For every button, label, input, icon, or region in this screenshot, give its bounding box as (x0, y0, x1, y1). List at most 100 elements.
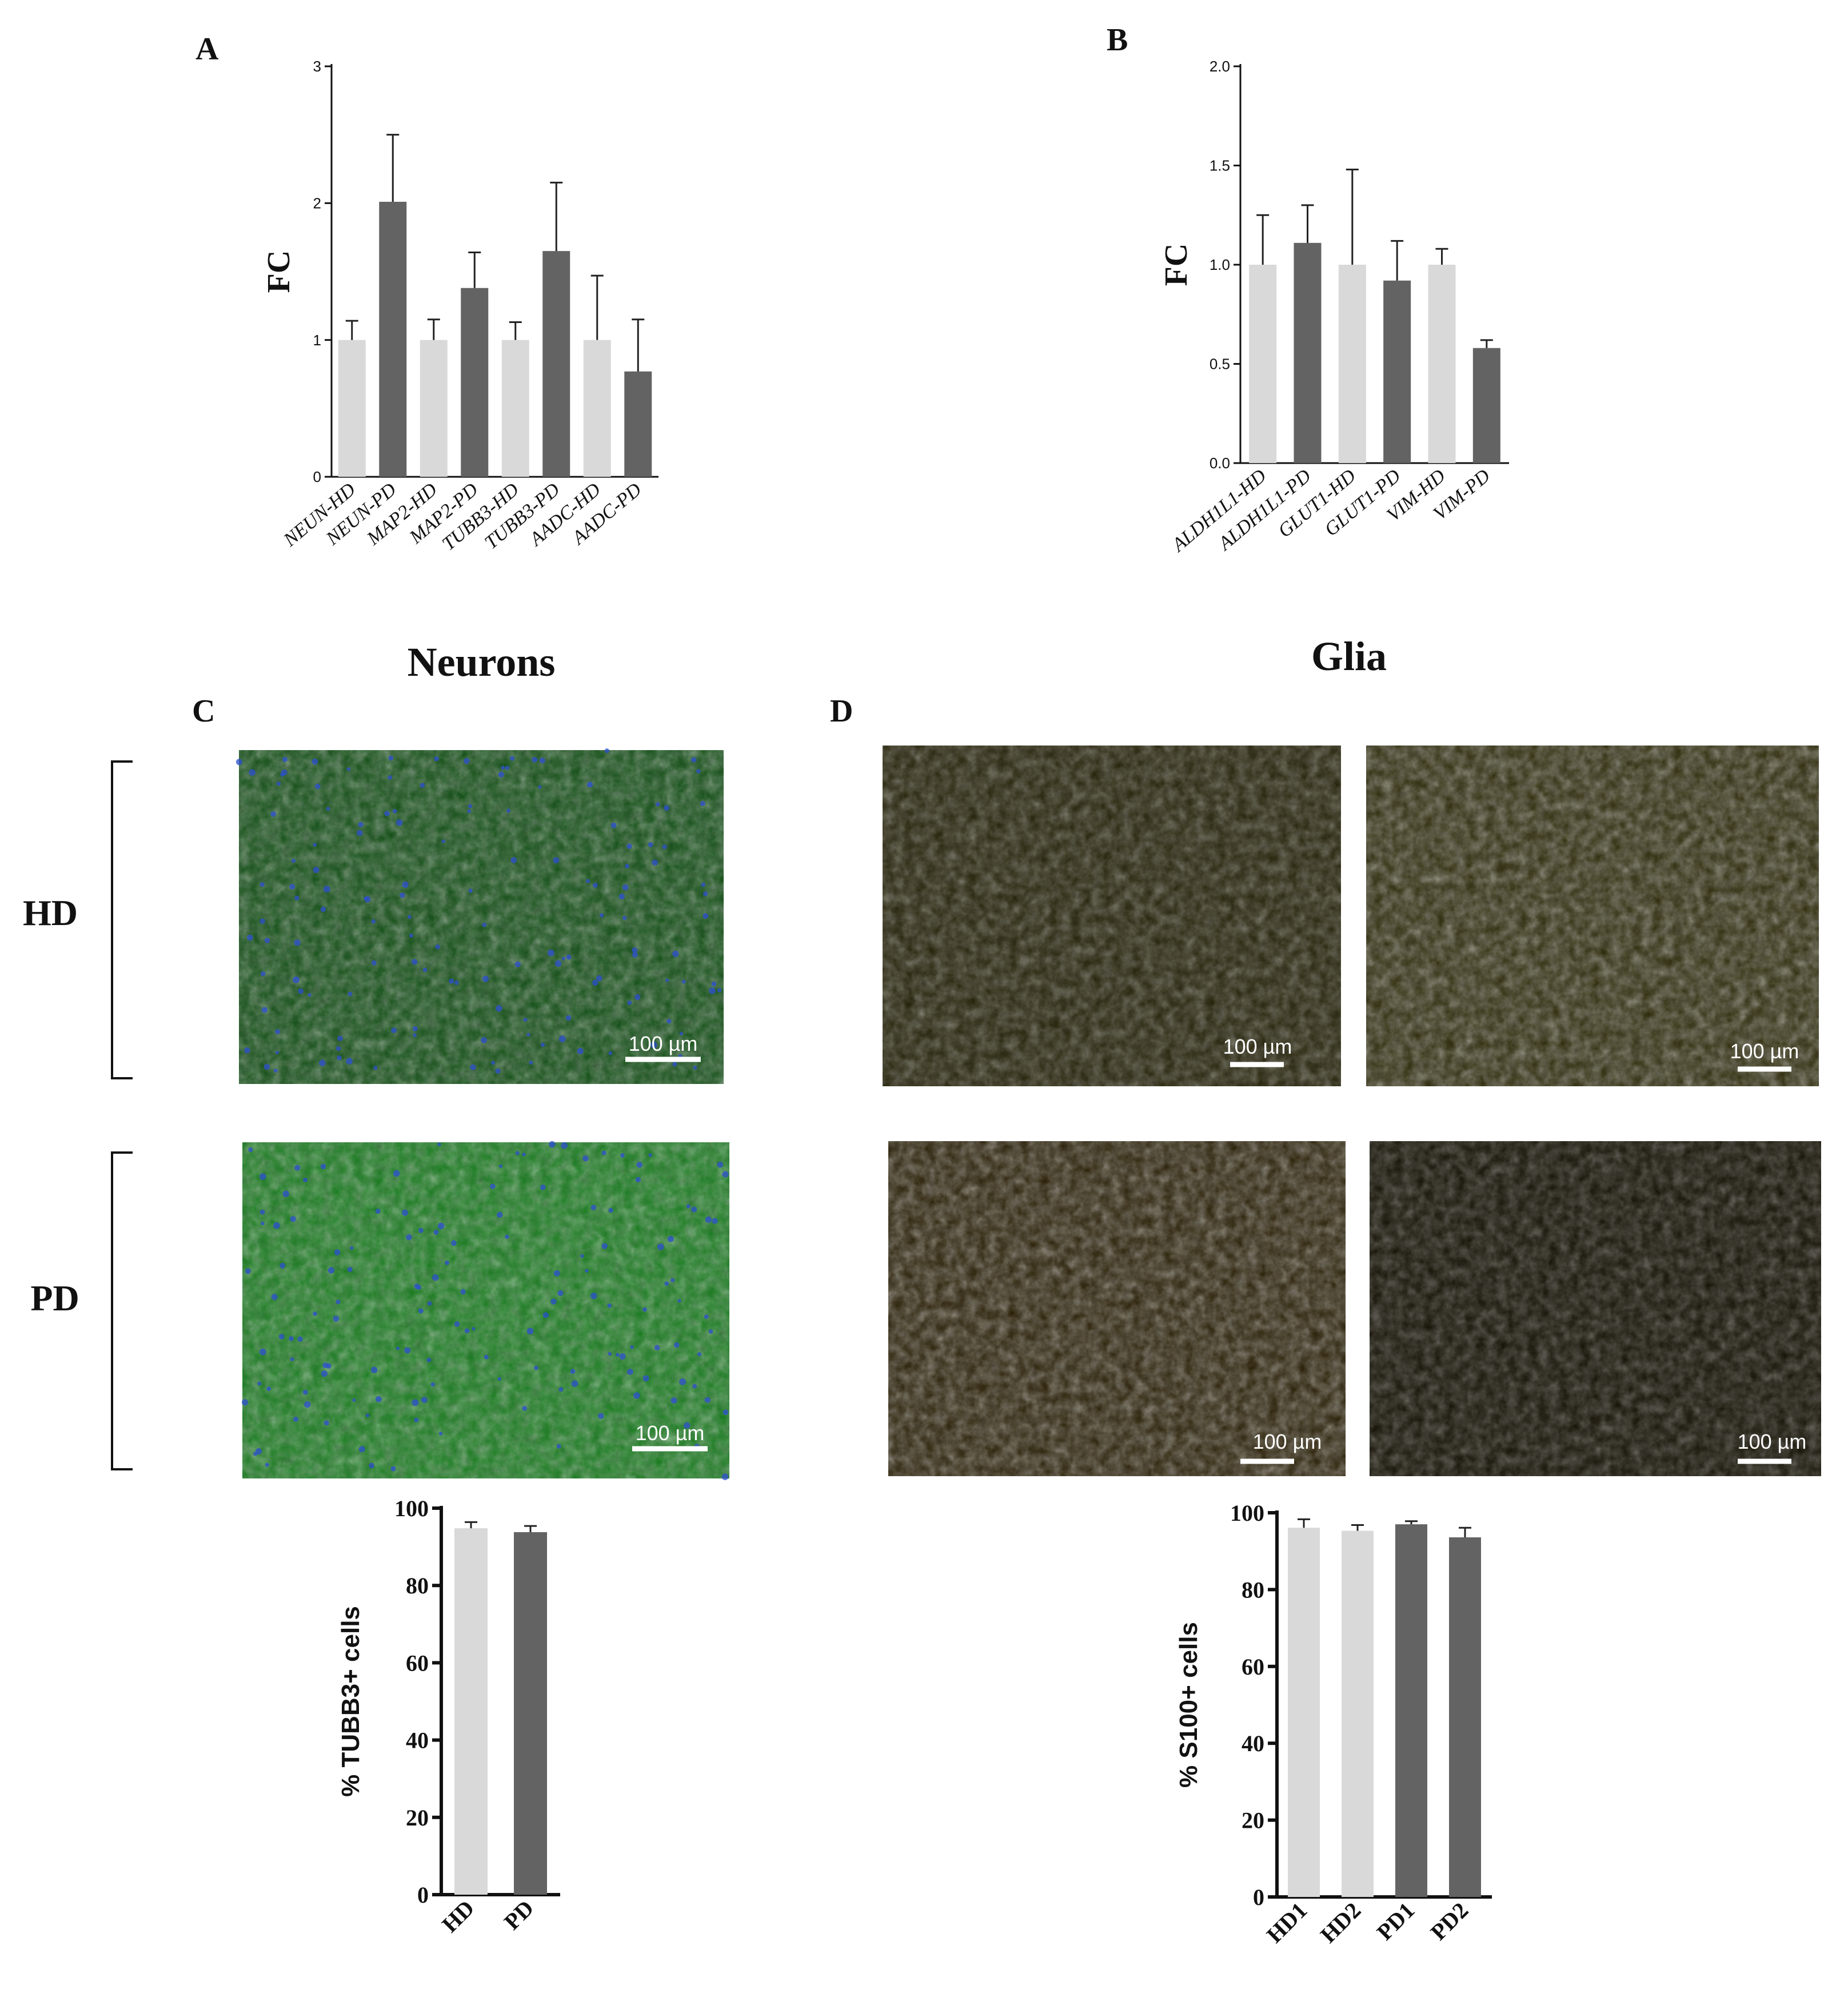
nucleus-dot (468, 888, 473, 893)
nucleus-dot (293, 976, 300, 983)
nucleus-dot (522, 1153, 526, 1157)
y-tick-label: 20 (406, 1805, 429, 1831)
nucleus-dot (271, 1294, 278, 1301)
nucleus-dot (677, 1299, 681, 1303)
bar (1383, 280, 1411, 463)
micrograph-glia-hd2: 100 µm (1366, 746, 1819, 1086)
nucleus-dot (414, 1417, 419, 1422)
nucleus-dot (249, 769, 256, 776)
nucleus-dot (642, 1307, 647, 1312)
nucleus-dot (593, 882, 598, 888)
nucleus-dot (482, 975, 489, 982)
nucleus-dot (696, 769, 701, 774)
nucleus-dot (247, 934, 253, 941)
nucleus-dot (396, 819, 403, 826)
y-tick-label: 60 (406, 1650, 429, 1676)
nucleus-dot (523, 1018, 528, 1022)
nucleus-dot (553, 1270, 560, 1277)
nucleus-dot (396, 1346, 400, 1350)
nucleus-dot (257, 1381, 262, 1386)
bar (1395, 1524, 1427, 1897)
nucleus-dot (655, 802, 660, 807)
y-tick-label: 60 (1242, 1654, 1264, 1680)
y-tick-label: 80 (406, 1573, 429, 1599)
nucleus-dot (253, 1452, 258, 1456)
nucleus-dot (282, 756, 288, 762)
nucleus-dot (313, 867, 320, 874)
nucleus-dot (470, 1064, 476, 1070)
nucleus-dot (620, 1153, 625, 1158)
y-tick-label: 20 (1242, 1808, 1264, 1833)
nucleus-dot (346, 1058, 353, 1065)
nucleus-dot (673, 1342, 680, 1348)
micrograph-neurons-pd: 100 µm (241, 1141, 729, 1480)
nucleus-dot (642, 1375, 649, 1382)
nucleus-dot (321, 1370, 328, 1377)
nucleus-dot (261, 1221, 265, 1226)
nucleus-dot (260, 918, 265, 924)
row-label-hd: HD (23, 892, 78, 933)
bracket-pd (111, 1151, 133, 1470)
nucleus-dot (662, 844, 667, 850)
nucleus-dot (664, 805, 669, 811)
nucleus-dot (261, 1007, 268, 1013)
nucleus-dot (273, 1222, 280, 1229)
bar (420, 340, 448, 477)
nucleus-dot (278, 1334, 285, 1340)
nucleus-dot (722, 1171, 729, 1178)
nucleus-dot (670, 1278, 675, 1282)
nucleus-dot (497, 1377, 502, 1381)
nucleus-dot (590, 1205, 597, 1210)
nucleus-dot (596, 975, 602, 982)
nucleus-dot (392, 809, 397, 814)
nucleus-dot (665, 978, 669, 982)
nucleus-dot (334, 1249, 341, 1255)
nucleus-dot (679, 1378, 686, 1385)
nucleus-dot (373, 1066, 378, 1070)
y-tick-label: 2 (313, 194, 321, 212)
y-tick-label: 40 (406, 1728, 429, 1753)
nucleus-dot (515, 1151, 520, 1155)
bar (1338, 265, 1366, 463)
bar (1449, 1537, 1481, 1897)
nucleus-dot (540, 1042, 545, 1047)
nucleus-dot (348, 991, 353, 996)
nucleus-dot (627, 1369, 633, 1375)
nucleus-dot (280, 772, 285, 777)
nucleus-dot (666, 1019, 672, 1024)
nucleus-dot (421, 1397, 428, 1403)
nucleus-dot (408, 915, 412, 919)
nucleus-dot (401, 1209, 408, 1216)
nucleus-dot (561, 1142, 568, 1149)
category-label: PD2 (1426, 1898, 1474, 1946)
nucleus-dot (441, 839, 445, 843)
nucleus-dot (498, 771, 504, 778)
y-tick-label: 0.0 (1210, 455, 1230, 472)
nucleus-dot (358, 822, 364, 827)
nucleus-dot (558, 1035, 566, 1043)
nucleus-dot (566, 954, 572, 960)
nucleus-dot (626, 843, 632, 850)
nucleus-dot (712, 1218, 718, 1224)
nucleus-dot (635, 1177, 641, 1183)
nucleus-dot (703, 891, 708, 896)
nucleus-dot (608, 1051, 613, 1055)
nucleus-dot (336, 1300, 341, 1305)
nucleus-dot (709, 987, 716, 994)
chart-d-s100-quantification: 0 20 40 60 80 100 % S100+ cells HD1 HD2 PD1 PD2 (1175, 1500, 1492, 1948)
nucleus-dot (422, 967, 428, 972)
nucleus-dot (347, 1266, 353, 1272)
section-title-glia: Glia (1311, 633, 1387, 679)
nucleus-dot (561, 956, 566, 960)
nucleus-dot (445, 1260, 450, 1265)
nucleus-dot (260, 882, 265, 887)
nucleus-dot (692, 1384, 697, 1389)
nucleus-dot (534, 1365, 538, 1370)
nucleus-dot (328, 1267, 335, 1274)
nucleus-dot (319, 1059, 326, 1066)
nucleus-dot (679, 1031, 684, 1035)
y-tick-label: 0 (1253, 1884, 1264, 1910)
nucleus-dot (314, 783, 321, 790)
nucleus-dot (577, 1047, 584, 1054)
y-axis-label: % TUBB3+ cells (337, 1606, 365, 1797)
